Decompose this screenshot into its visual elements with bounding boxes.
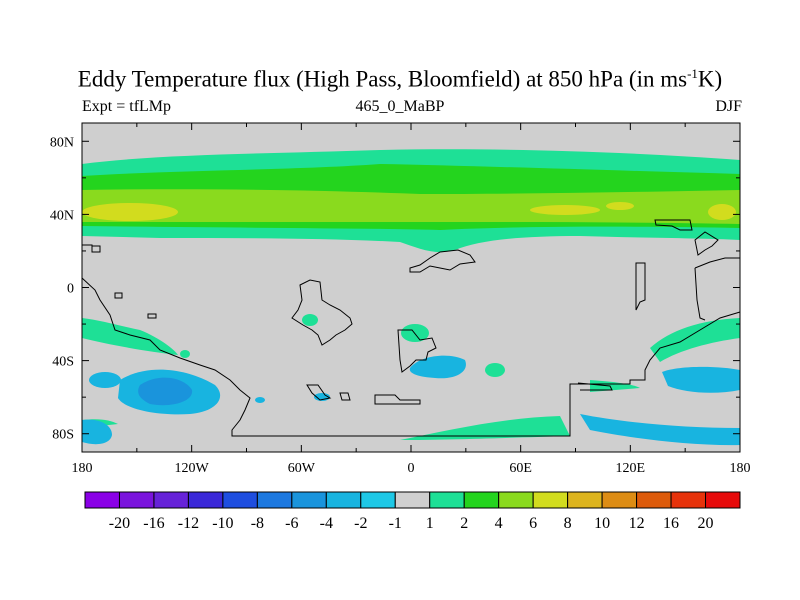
period-label: 465_0_MaBP xyxy=(355,98,445,115)
colorbar-label: 8 xyxy=(564,515,572,532)
colorbar-label: -1 xyxy=(389,515,402,532)
x-tick-label: 180 xyxy=(730,461,751,476)
x-tick-label: 120E xyxy=(616,461,646,476)
nh-peak-west xyxy=(82,203,178,221)
x-tick-label: 120W xyxy=(175,461,210,476)
x-tick-label: 0 xyxy=(408,461,415,476)
nh-band-inner xyxy=(82,189,740,224)
experiment-label: Expt = tfLMp xyxy=(82,98,172,115)
colorbar-swatch xyxy=(256,491,293,509)
colorbar-label: 4 xyxy=(495,515,503,532)
pos-patch-scarp xyxy=(302,314,318,326)
colorbar-swatch xyxy=(153,491,189,509)
colorbar-label: -20 xyxy=(109,515,130,532)
colorbar-swatch xyxy=(567,491,603,509)
colorbar-swatch xyxy=(325,491,362,509)
nh-peak-date xyxy=(708,204,736,220)
colorbar-swatch xyxy=(222,491,258,509)
x-axis-labels: 180 120W 60W 0 60E 120E 180 xyxy=(72,461,751,476)
neg-patch-indian xyxy=(662,366,740,393)
colorbar-swatch xyxy=(187,491,224,509)
axis-ticks xyxy=(81,123,741,452)
colorbar-label: 2 xyxy=(460,515,468,532)
colorbar-swatch xyxy=(84,491,120,509)
y-tick-label: 80S xyxy=(52,428,74,443)
y-tick-label: 0 xyxy=(67,282,74,297)
coastlines xyxy=(81,219,741,437)
colorbar-label: -4 xyxy=(320,515,333,532)
colorbar-label: -10 xyxy=(212,515,233,532)
pos-band-south xyxy=(400,416,570,440)
colorbar-label: 10 xyxy=(594,515,610,532)
pos-patch-sw xyxy=(82,318,178,355)
colorbar-swatch xyxy=(601,491,638,509)
chart-title: Eddy Temperature flux (High Pass, Bloomf… xyxy=(77,66,723,92)
neg-patch-west xyxy=(89,372,121,388)
colorbar-swatch xyxy=(429,491,465,509)
colorbar-swatch xyxy=(291,491,327,509)
colorbar-label: 16 xyxy=(663,515,679,532)
colorbar-label: 12 xyxy=(629,515,645,532)
colorbar-swatch xyxy=(394,491,431,509)
colorbar-swatch xyxy=(118,491,155,509)
pos-patch-se xyxy=(650,318,740,362)
colorbar-swatch xyxy=(360,491,396,509)
colorbar-label: -6 xyxy=(285,515,298,532)
colorbar-label: 1 xyxy=(426,515,434,532)
nh-peak-east xyxy=(530,205,600,215)
colorbar-label: 20 xyxy=(698,515,714,532)
nh-peak-east2 xyxy=(606,202,634,210)
neg-patch-small2 xyxy=(255,397,265,403)
colorbar-swatch xyxy=(705,491,741,509)
x-tick-label: 60W xyxy=(288,461,316,476)
neg-patch-sw xyxy=(82,419,112,445)
pos-patch-mid xyxy=(485,363,505,377)
y-tick-label: 40N xyxy=(50,208,74,223)
colorbar-swatch xyxy=(498,491,534,509)
x-tick-label: 180 xyxy=(72,461,93,476)
colorbar-label: -2 xyxy=(354,515,367,532)
colorbar-swatch xyxy=(670,491,707,509)
pos-band-south2 xyxy=(590,380,640,392)
season-label: DJF xyxy=(715,98,742,115)
pos-patch-small1 xyxy=(180,350,190,358)
colorbar xyxy=(84,491,741,509)
neg-band-south xyxy=(580,414,740,446)
colorbar-swatch xyxy=(532,491,569,509)
y-tick-label: 40S xyxy=(52,355,74,370)
colorbar-label: -16 xyxy=(143,515,164,532)
colorbar-label: -12 xyxy=(178,515,199,532)
colorbar-swatch xyxy=(463,491,500,509)
x-tick-label: 60E xyxy=(509,461,532,476)
colorbar-label: -8 xyxy=(251,515,264,532)
colorbar-labels: -20 -16 -12 -10 -8 -6 -4 -2 -1 1 2 4 6 8 10 12 16 20 xyxy=(109,515,714,532)
y-tick-label: 80N xyxy=(50,135,74,150)
colorbar-label: 6 xyxy=(529,515,537,532)
colorbar-swatch xyxy=(636,491,672,509)
neg-patch-pacific-core xyxy=(138,377,193,406)
y-axis-labels: 80N 40N 0 40S 80S xyxy=(50,135,74,442)
neg-patch-africa xyxy=(409,355,466,379)
